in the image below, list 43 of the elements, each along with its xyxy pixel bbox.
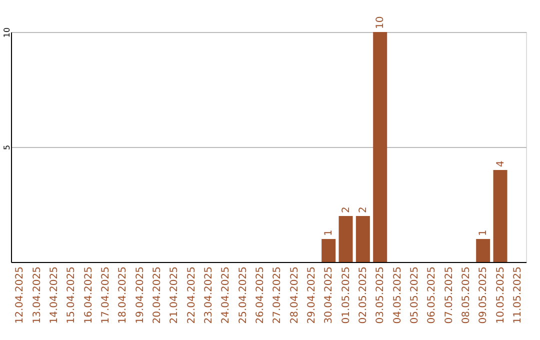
x-tick-label: 05.05.2025: [409, 266, 420, 324]
data-label: 1: [478, 230, 490, 236]
x-tick-label: 09.05.2025: [478, 266, 490, 324]
data-label: 10: [375, 16, 386, 29]
bar: [322, 239, 336, 262]
x-tick-label: 26.04.2025: [254, 266, 266, 324]
x-tick-label: 24.04.2025: [220, 266, 232, 324]
bar: [476, 239, 490, 262]
x-tick-label: 04.05.2025: [392, 266, 404, 324]
x-tick-label: 17.04.2025: [100, 266, 112, 324]
x-tick-label: 12.04.2025: [14, 266, 26, 324]
x-tick-label: 10.05.2025: [495, 266, 506, 324]
data-label: 4: [495, 160, 506, 167]
data-label: 1: [324, 230, 335, 236]
x-tick-label: 14.04.2025: [48, 266, 60, 324]
x-tick-label: 19.04.2025: [134, 266, 146, 324]
x-tick-label: 28.04.2025: [289, 266, 300, 324]
x-tick-label: 25.04.2025: [238, 266, 249, 324]
x-tick-label: 11.05.2025: [512, 266, 524, 324]
x-tick-label: 08.05.2025: [460, 266, 472, 324]
x-tick-label: 06.05.2025: [426, 266, 438, 324]
x-tick-label: 21.04.2025: [169, 266, 180, 324]
x-tick-label: 22.04.2025: [186, 266, 198, 324]
x-tick-label: 20.04.2025: [152, 266, 163, 324]
bar: [373, 32, 388, 262]
x-tick-label: 01.05.2025: [340, 266, 352, 324]
data-label: 2: [340, 206, 352, 213]
data-label: 2: [358, 206, 369, 213]
x-tick-label: 30.04.2025: [324, 266, 335, 324]
bar: [493, 170, 508, 262]
bar: [338, 216, 353, 262]
x-tick-label: 18.04.2025: [118, 266, 129, 324]
x-tick-label: 23.04.2025: [203, 266, 214, 324]
x-tick-label: 27.04.2025: [272, 266, 284, 324]
x-tick-label: 29.04.2025: [306, 266, 318, 324]
bar: [356, 216, 370, 262]
x-tick-label: 02.05.2025: [358, 266, 369, 324]
x-tick-label: 15.04.2025: [66, 266, 78, 324]
x-tick-label: 07.05.2025: [444, 266, 455, 324]
x-tick-label: 16.04.2025: [83, 266, 94, 324]
x-tick-label: 13.04.2025: [32, 266, 43, 324]
y-tick-label: 5: [2, 144, 12, 150]
x-tick-label: 03.05.2025: [375, 266, 386, 324]
